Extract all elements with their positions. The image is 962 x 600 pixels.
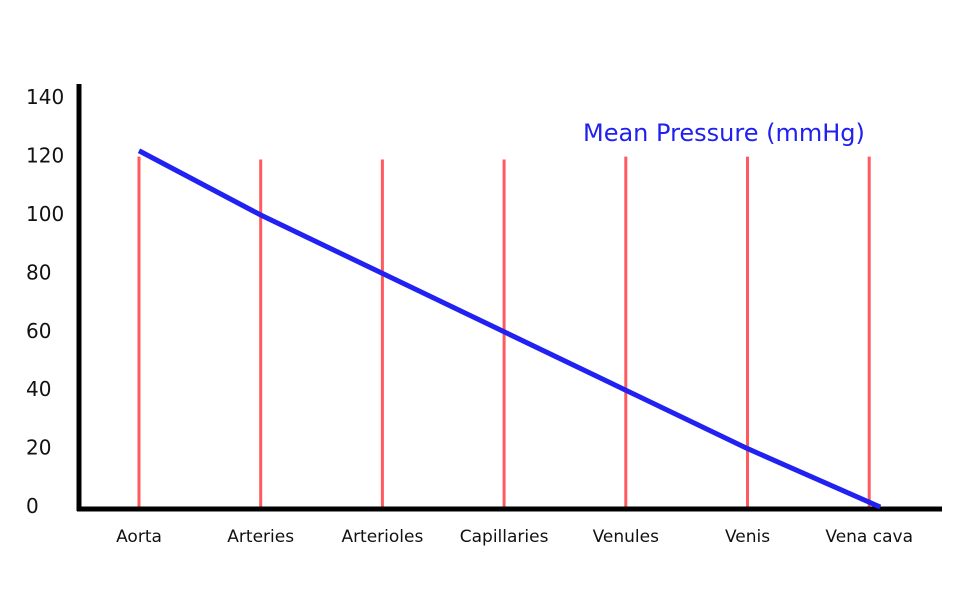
y-tick-label: 20	[26, 436, 51, 460]
x-tick-label: Aorta	[116, 527, 162, 547]
x-tick-label: Arterioles	[341, 527, 423, 547]
x-tick-label: Venules	[593, 527, 659, 547]
x-tick-label: Capillaries	[460, 527, 549, 547]
y-tick-label: 80	[26, 260, 51, 284]
x-tick-label: Arteries	[227, 527, 294, 547]
y-tick-label: 40	[26, 377, 51, 401]
y-tick-label: 120	[26, 144, 64, 168]
legend-label: Mean Pressure (mmHg)	[583, 119, 865, 147]
mean-pressure-line	[137, 148, 882, 510]
y-tick-label: 0	[26, 494, 39, 518]
x-tick-label: Vena cava	[825, 527, 913, 547]
x-tick-label: Venis	[725, 527, 770, 547]
y-tick-label: 100	[26, 202, 64, 226]
y-tick-label: 140	[26, 85, 64, 109]
y-tick-label: 60	[26, 319, 51, 343]
